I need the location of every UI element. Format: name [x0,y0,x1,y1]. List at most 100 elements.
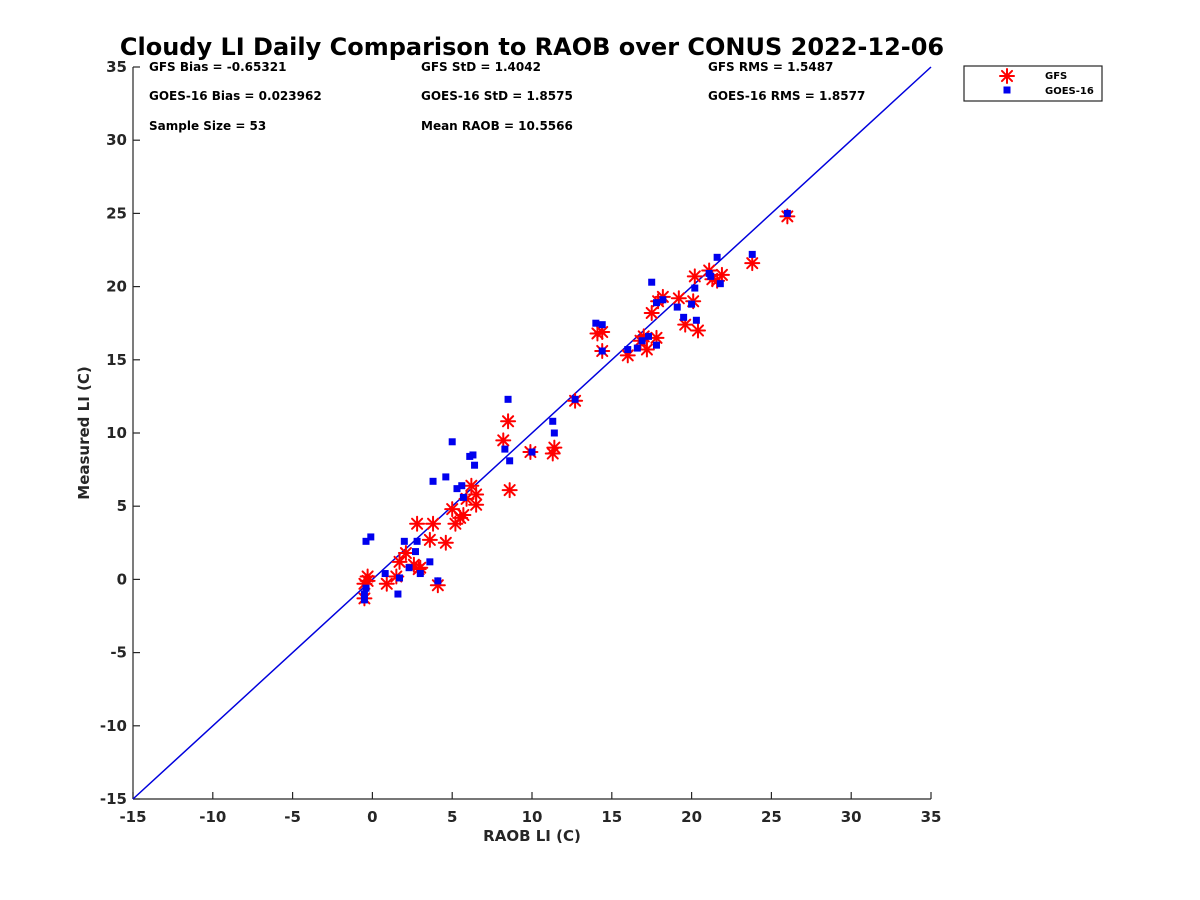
one-to-one-line [132,66,932,800]
legend-box [963,65,1103,102]
x-tick-label: -10 [199,808,226,826]
goes16-point [416,570,424,578]
y-axis-ticks: -15 -10 -5 0 5 10 15 20 25 30 35 [100,58,140,808]
gfs-point [409,515,426,532]
gfs-point [425,515,442,532]
goes16-point [453,485,461,493]
x-axis-ticks: -15 -10 -5 0 5 10 15 20 25 30 35 [119,792,941,826]
goes16-point [381,570,389,578]
gfs-point [643,304,660,321]
chart-title: Cloudy LI Daily Comparison to RAOB over … [120,33,944,61]
gfs-point [455,506,472,523]
goes16-point [400,537,408,545]
goes16-point [411,548,419,556]
goes16-point [652,341,660,349]
legend-goes16-label: GOES-16 [1045,86,1094,97]
goes16-point [360,596,368,604]
legend: GFS GOES-16 [963,65,1103,102]
gfs-point [468,496,485,513]
goes16-point [362,537,370,545]
y-tick-label: -10 [100,717,127,735]
goes16-point [469,451,477,459]
gfs-point [713,266,730,283]
goes16-point [713,253,721,261]
goes16-point [645,332,653,340]
goes16-point [688,300,696,308]
x-tick-label: 0 [367,808,377,826]
gfs-point [686,268,703,285]
series-goes16 [360,209,791,604]
stat-text: GOES-16 StD = 1.8575 [421,89,573,103]
goes16-point [633,344,641,352]
y-tick-label: 0 [117,570,127,588]
stat-text: Mean RAOB = 10.5566 [421,119,573,133]
y-tick-label: -15 [100,790,127,808]
goes16-point [648,278,656,286]
gfs-point [670,290,687,307]
y-tick-label: 10 [106,424,127,442]
goes16-point [360,590,368,598]
goes16-point [748,250,756,258]
goes16-point [394,590,402,598]
gfs-point [638,341,655,358]
x-tick-label: 20 [681,808,702,826]
goes16-point [550,429,558,437]
goes16-point [691,284,699,292]
goes16-point [659,296,667,304]
goes16-point [506,457,514,465]
x-tick-label: -15 [119,808,146,826]
stat-text: GOES-16 RMS = 1.8577 [708,89,865,103]
gfs-point [744,255,761,272]
goes16-point [434,577,442,585]
stat-text: GOES-16 Bias = 0.023962 [149,89,322,103]
statistics-annotations: GFS Bias = -0.65321 GFS StD = 1.4042 GFS R… [149,60,865,133]
goes16-point [448,438,456,446]
goes16-point [624,346,632,354]
y-tick-label: 20 [106,278,127,296]
y-tick-label: 30 [106,131,127,149]
goes16-point [429,477,437,485]
gfs-point [437,534,454,551]
gfs-point [501,482,518,499]
goes16-point [707,272,715,280]
legend-goes16-marker [1003,86,1011,94]
goes16-point [571,395,579,403]
x-axis-label: RAOB LI (C) [483,827,581,845]
goes16-point [396,574,404,582]
goes16-point [652,299,660,307]
x-tick-label: 10 [522,808,543,826]
y-tick-label: 35 [106,58,127,76]
legend-gfs-label: GFS [1045,71,1067,82]
stat-text: GFS RMS = 1.5487 [708,60,833,74]
goes16-point [501,445,509,453]
goes16-point [528,448,536,456]
gfs-point [378,575,395,592]
gfs-point [495,432,512,449]
goes16-point [716,280,724,288]
goes16-point [598,321,606,329]
goes16-point [367,533,375,541]
goes16-point [549,417,557,425]
gfs-point [689,322,706,339]
gfs-point [397,545,414,562]
gfs-point [391,553,408,570]
goes16-point [471,461,479,469]
x-tick-label: 25 [761,808,782,826]
x-tick-label: 15 [601,808,622,826]
goes16-point [504,395,512,403]
x-tick-label: 35 [921,808,942,826]
stat-text: Sample Size = 53 [149,119,266,133]
y-tick-label: 25 [106,204,127,222]
stat-text: GFS StD = 1.4042 [421,60,541,74]
goes16-point [413,537,421,545]
gfs-point [421,531,438,548]
goes16-point [405,564,413,572]
goes16-point [459,493,467,501]
legend-goes16-square-icon [1003,86,1011,94]
goes16-point [362,584,370,592]
goes16-point [680,313,688,321]
y-tick-label: 15 [106,351,127,369]
goes16-point [692,316,700,324]
y-axis-label: Measured LI (C) [75,366,93,499]
